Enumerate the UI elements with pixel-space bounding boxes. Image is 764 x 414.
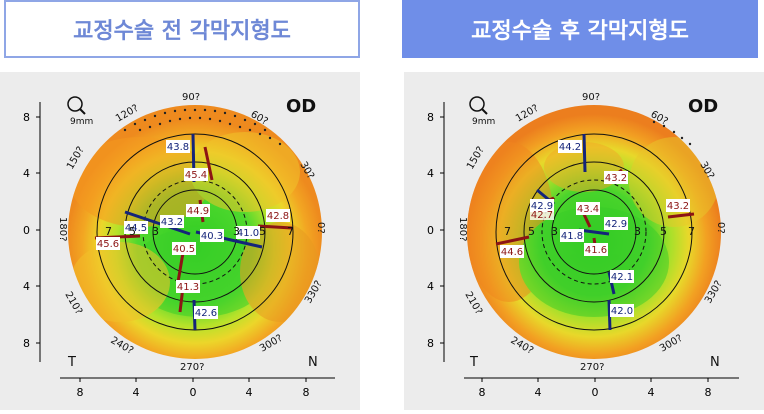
- x-tick-label: 0: [592, 386, 599, 399]
- x-tick-label: 4: [133, 386, 140, 399]
- y-tick-label: 4: [427, 280, 434, 293]
- reading-label: 44.5: [125, 223, 147, 234]
- x-axis: 8 4 0 4 8: [464, 377, 739, 399]
- reading-label: 45.6: [97, 239, 119, 250]
- ring-label: 7: [105, 225, 112, 238]
- zoom-label: 9mm: [472, 117, 495, 127]
- reading-label: 43.4: [577, 204, 599, 215]
- angle-label: 270?: [180, 362, 204, 373]
- reading-label: 42.7: [531, 210, 553, 221]
- temporal-label: T: [469, 355, 478, 370]
- ring-label: 5: [660, 225, 667, 238]
- angle-label: 210?: [62, 290, 84, 317]
- y-axis: 8 4 0 4 8: [427, 102, 445, 362]
- reading-label: 42.0: [611, 306, 633, 317]
- angle-label: 0?: [715, 222, 726, 234]
- corneal-color-map: [467, 105, 721, 359]
- y-tick-label: 8: [23, 337, 30, 350]
- topography-map-after: 8 4 0 4 8 8 4 0 4 8: [427, 92, 739, 399]
- title-after: 교정수술 후 각막지형도: [402, 0, 758, 58]
- x-axis: 8 4 0 4 8: [60, 377, 335, 399]
- ring-label: 5: [129, 225, 136, 238]
- angle-label: 180?: [457, 217, 468, 241]
- y-tick-label: 0: [427, 224, 434, 237]
- ring-label: 7: [287, 225, 294, 238]
- y-tick-label: 8: [427, 111, 434, 124]
- angle-label: 90?: [182, 92, 200, 103]
- topography-map-before: 8 4 0 4 8 8 4 0 4 8: [23, 92, 335, 399]
- x-tick-label: 4: [648, 386, 655, 399]
- reference-rings: [495, 133, 693, 331]
- ring-label: 5: [528, 225, 535, 238]
- reading-label: 43.2: [161, 217, 183, 228]
- ring-label: 7: [688, 225, 695, 238]
- reading-label: 43.2: [605, 173, 627, 184]
- ring-label: 7: [504, 225, 511, 238]
- x-tick-label: 4: [535, 386, 542, 399]
- corneal-readings: 43.8 45.4 44.9 42.8 44.5 43.2 40.3 41.0 …: [96, 140, 290, 319]
- x-tick-label: 8: [479, 386, 486, 399]
- magnifier-icon[interactable]: [67, 96, 86, 115]
- reading-label: 41.3: [177, 282, 199, 293]
- x-tick-label: 4: [246, 386, 253, 399]
- nasal-label: N: [308, 355, 318, 370]
- angle-label: 210?: [462, 290, 484, 317]
- corneal-color-map: [68, 105, 322, 359]
- angle-label: 150?: [65, 145, 87, 172]
- reading-label: 44.6: [501, 247, 523, 258]
- x-tick-label: 0: [190, 386, 197, 399]
- reading-label: 44.9: [187, 206, 209, 217]
- reading-label: 45.4: [185, 170, 207, 181]
- reading-label: 41.6: [585, 245, 607, 256]
- reading-label: 40.3: [201, 231, 223, 242]
- reading-label: 42.9: [531, 201, 553, 212]
- y-tick-label: 0: [23, 224, 30, 237]
- title-before: 교정수술 전 각막지형도: [4, 0, 360, 58]
- y-axis: 8 4 0 4 8: [23, 102, 41, 362]
- ring-label: 3: [152, 225, 159, 238]
- reading-label: 43.8: [167, 142, 189, 153]
- angle-label: 270?: [580, 362, 604, 373]
- eye-label: OD: [286, 96, 316, 117]
- angle-label: 180?: [57, 217, 68, 241]
- reading-label: 41.8: [561, 231, 583, 242]
- y-tick-label: 8: [23, 111, 30, 124]
- y-tick-label: 4: [427, 167, 434, 180]
- ring-label: 5: [259, 225, 266, 238]
- reading-label: 42.1: [611, 272, 633, 283]
- temporal-label: T: [67, 355, 76, 370]
- y-tick-label: 4: [23, 167, 30, 180]
- x-tick-label: 8: [303, 386, 310, 399]
- zoom-label: 9mm: [70, 117, 93, 127]
- ring-labels: 7 5 3 3 5 7: [105, 225, 294, 238]
- eye-label: OD: [688, 96, 718, 117]
- reading-label: 44.2: [559, 142, 581, 153]
- ring-label: 3: [233, 225, 240, 238]
- corneal-readings: 44.2 43.2 42.9 42.7 43.4 42.9 43.2 41.8 …: [500, 140, 690, 317]
- ring-label: 3: [551, 225, 558, 238]
- reading-label: 43.2: [667, 201, 689, 212]
- y-tick-label: 8: [427, 337, 434, 350]
- magnifier-icon[interactable]: [469, 96, 488, 115]
- stipple-dots: [123, 108, 282, 146]
- angle-label: 0?: [315, 222, 326, 234]
- stipple-dots: [652, 120, 692, 146]
- ring-label: 3: [634, 225, 641, 238]
- reading-label: 42.8: [267, 211, 289, 222]
- reading-label: 42.6: [195, 308, 217, 319]
- ring-labels: 7 5 3 3 5 7: [504, 225, 695, 238]
- reading-label: 42.9: [605, 219, 627, 230]
- angle-label: 150?: [465, 145, 487, 172]
- x-tick-label: 8: [705, 386, 712, 399]
- topography-panel-after: 8 4 0 4 8 8 4 0 4 8: [404, 72, 764, 410]
- reading-label: 41.0: [237, 228, 259, 239]
- x-tick-label: 8: [77, 386, 84, 399]
- nasal-label: N: [710, 355, 720, 370]
- y-tick-label: 4: [23, 280, 30, 293]
- topography-panel-before: 8 4 0 4 8 8 4 0 4 8: [0, 72, 360, 410]
- reading-label: 40.5: [173, 244, 195, 255]
- angle-label: 90?: [582, 92, 600, 103]
